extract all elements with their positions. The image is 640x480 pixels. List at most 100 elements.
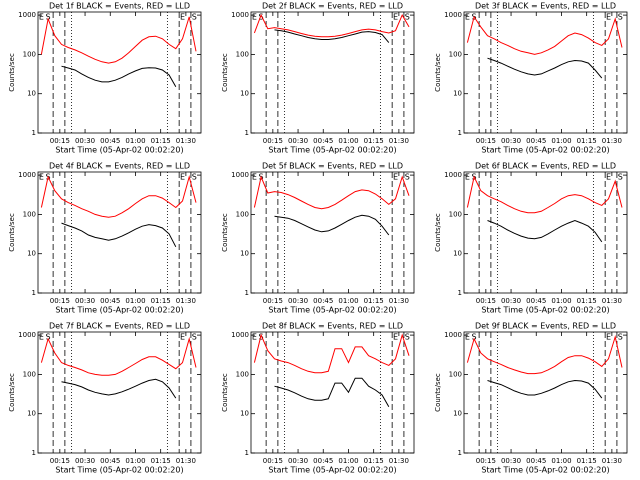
marker-label: S [405,173,410,182]
y-tick-label: 10 [453,90,462,98]
marker-label: E [465,13,470,22]
y-axis-label: Counts/sec [8,53,16,92]
marker-label: E [180,333,185,342]
marker-label: S [192,173,197,182]
y-tick-label: 100 [236,50,249,58]
y-tick-label: 100 [449,50,462,58]
marker-label: S [192,13,197,22]
plot-frame [37,331,202,454]
marker-label: E [252,173,257,182]
series-line [274,29,390,43]
x-tick-label: 01:30 [389,297,409,305]
series-line [40,336,197,376]
chart-title: Det 7f BLACK = Events, RED = LLD [49,322,190,331]
marker-label: E [39,173,44,182]
x-tick-label: 00:15 [476,457,496,465]
y-tick-label: 1000 [444,171,462,179]
marker-label: S [46,13,51,22]
x-tick-label: 01:00 [551,297,571,305]
y-tick-label: 10 [27,250,36,258]
plot-frame [37,171,202,294]
x-tick-label: 00:30 [501,137,521,145]
x-axis-label: Start Time (05-Apr-02 00:02:20) [268,306,396,315]
x-tick-label: 01:15 [364,297,384,305]
chart-title: Det 4f BLACK = Events, RED = LLD [49,162,190,171]
x-tick-label: 00:30 [75,297,95,305]
y-axis-label: Counts/sec [8,373,16,412]
x-tick-label: 00:45 [313,297,333,305]
x-tick-label: 01:30 [176,297,196,305]
y-tick-label: 1 [32,449,36,457]
x-tick-label: 01:30 [602,457,622,465]
y-tick-label: 100 [449,370,462,378]
marker-label: S [405,13,410,22]
y-tick-label: 10 [240,90,249,98]
x-tick-label: 01:00 [338,297,358,305]
y-tick-label: 1000 [444,11,462,19]
chart-title: Det 8f BLACK = Events, RED = LLD [262,322,403,331]
chart-title: Det 3f BLACK = Events, RED = LLD [475,2,616,11]
y-axis-label: Counts/sec [221,213,229,252]
marker-label: E [393,173,398,182]
marker-label: S [618,173,623,182]
x-tick-label: 00:15 [263,297,283,305]
y-tick-label: 10 [453,410,462,418]
plot-frame [463,331,628,454]
marker-label: E [39,333,44,342]
series-line [487,379,603,399]
x-tick-label: 00:45 [100,457,120,465]
series-line [487,57,603,79]
series-line [40,16,197,64]
chart-title: Det 1f BLACK = Events, RED = LLD [49,2,190,11]
marker-label: E [465,173,470,182]
marker-label: E [393,333,398,342]
marker-label: E [393,13,398,22]
x-axis-label: Start Time (05-Apr-02 00:02:20) [481,146,609,155]
y-tick-label: 1000 [231,171,249,179]
x-tick-label: 01:15 [577,457,597,465]
y-tick-label: 1000 [18,11,36,19]
y-tick-label: 1 [245,129,249,137]
marker-label: S [618,333,623,342]
y-tick-label: 1000 [231,331,249,339]
x-tick-label: 00:30 [288,457,308,465]
y-axis-label: Counts/sec [8,213,16,252]
x-tick-label: 01:00 [125,137,145,145]
y-tick-label: 1000 [18,171,36,179]
series-line [253,333,410,374]
x-tick-label: 00:15 [263,457,283,465]
plot-frame [250,171,415,294]
marker-label: E [465,333,470,342]
chart-title: Det 6f BLACK = Events, RED = LLD [475,162,616,171]
series-line [253,13,410,38]
marker-label: E [180,13,185,22]
y-tick-label: 100 [236,210,249,218]
x-tick-label: 00:15 [50,297,70,305]
y-tick-label: 1 [32,289,36,297]
series-line [274,377,390,408]
marker-label: S [46,333,51,342]
marker-label: S [472,333,477,342]
series-line [61,65,177,88]
series-line [466,334,623,375]
x-tick-label: 01:15 [364,137,384,145]
series-line [466,175,623,214]
y-tick-label: 10 [27,90,36,98]
y-tick-label: 1 [458,129,462,137]
marker-label: E [606,13,611,22]
y-tick-label: 100 [23,370,36,378]
plot-frame [463,171,628,294]
x-axis-label: Start Time (05-Apr-02 00:02:20) [268,466,396,475]
x-tick-label: 00:30 [75,457,95,465]
y-tick-label: 10 [240,410,249,418]
x-tick-label: 01:30 [389,457,409,465]
x-tick-label: 00:45 [526,137,546,145]
y-tick-label: 100 [23,50,36,58]
x-tick-label: 01:30 [176,137,196,145]
x-tick-label: 01:00 [551,457,571,465]
y-tick-label: 1 [245,289,249,297]
series-line [274,214,390,236]
y-tick-label: 100 [23,210,36,218]
y-axis-label: Counts/sec [434,373,442,412]
